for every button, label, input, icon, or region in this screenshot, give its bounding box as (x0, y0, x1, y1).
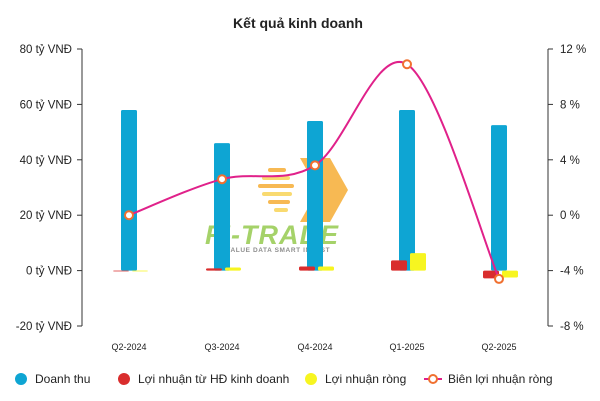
watermark-stripe (262, 192, 292, 196)
line-point (494, 273, 504, 284)
line-point (124, 210, 134, 221)
bar-doanh-thu (214, 143, 230, 271)
bar-lợi-nhuận-ròng (410, 253, 426, 271)
legend-swatch-icon (305, 373, 317, 385)
legend-label: Lợi nhuận từ HĐ kinh doanh (138, 372, 289, 386)
bar-doanh-thu (307, 121, 323, 271)
bar-lợi-nhuận-từ-hđ-kinh-doanh (391, 260, 407, 271)
bar-lợi-nhuận-ròng (132, 270, 148, 272)
y-left-tick-label: 80 tỷ VNĐ (20, 44, 72, 56)
legend-swatch-icon (118, 373, 130, 385)
legend: Doanh thu Lợi nhuận từ HĐ kinh doanh Lợi n… (15, 372, 553, 386)
line-point (310, 160, 320, 171)
y-left-tick-label: 60 tỷ VNĐ (20, 99, 72, 111)
x-axis: Q2-2024 Q3-2024 Q4-2024 Q1-2025 Q2-2025 (111, 342, 516, 352)
y-left-tick-label: 20 tỷ VNĐ (20, 210, 72, 222)
watermark-stripe (268, 168, 286, 172)
bar-lợi-nhuận-ròng (318, 266, 334, 271)
y-right-tick-label: 12 % (560, 44, 586, 56)
watermark-tagline: VALUE DATA SMART INVEST (226, 247, 330, 254)
bar-lợi-nhuận-từ-hđ-kinh-doanh (113, 270, 129, 272)
chart-title: Kết quả kinh doanh (233, 15, 363, 31)
bar-doanh-thu (121, 109, 137, 271)
bar-lợi-nhuận-từ-hđ-kinh-doanh (299, 266, 315, 271)
bar-doanh-thu (491, 125, 507, 271)
legend-marker-icon (428, 374, 438, 384)
x-tick-label: Q2-2025 (481, 342, 516, 352)
bar-lợi-nhuận-ròng (502, 270, 518, 278)
legend-label: Biên lợi nhuận ròng (448, 372, 553, 386)
legend-label: Lợi nhuận ròng (325, 372, 406, 386)
line-point (217, 174, 227, 185)
bar-lợi-nhuận-từ-hđ-kinh-doanh (206, 268, 222, 271)
bar-doanh-thu (399, 109, 415, 271)
bar-lợi-nhuận-ròng (225, 267, 241, 271)
legend-swatch-icon (15, 373, 27, 385)
watermark-stripe (268, 200, 290, 204)
y-right-tick-label: -8 % (560, 321, 584, 333)
line-series (124, 59, 504, 284)
y-right-tick-label: 4 % (560, 155, 580, 167)
x-tick-label: Q2-2024 (111, 342, 146, 352)
y-right-tick-label: 8 % (560, 99, 580, 111)
y-axis-right: 12 % 8 % 4 % 0 % -4 % -8 % (547, 44, 586, 333)
watermark-stripe (274, 208, 288, 212)
bar-series (113, 109, 518, 279)
x-tick-label: Q1-2025 (389, 342, 424, 352)
y-right-tick-label: -4 % (560, 266, 584, 278)
x-tick-label: Q4-2024 (297, 342, 332, 352)
x-tick-label: Q3-2024 (204, 342, 239, 352)
line-point (402, 59, 412, 70)
legend-label: Doanh thu (35, 372, 90, 386)
y-left-tick-label: 0 tỷ VNĐ (26, 266, 72, 278)
y-left-tick-label: 40 tỷ VNĐ (20, 155, 72, 167)
y-right-tick-label: 0 % (560, 210, 580, 222)
line-biên-lợi-nhuận-ròng (128, 60, 500, 280)
y-axis-left: 80 tỷ VNĐ 60 tỷ VNĐ 40 tỷ VNĐ 20 tỷ VNĐ 0 tỷ… (16, 44, 83, 333)
watermark-stripe (258, 184, 294, 188)
y-left-tick-label: -20 tỷ VNĐ (16, 321, 72, 333)
